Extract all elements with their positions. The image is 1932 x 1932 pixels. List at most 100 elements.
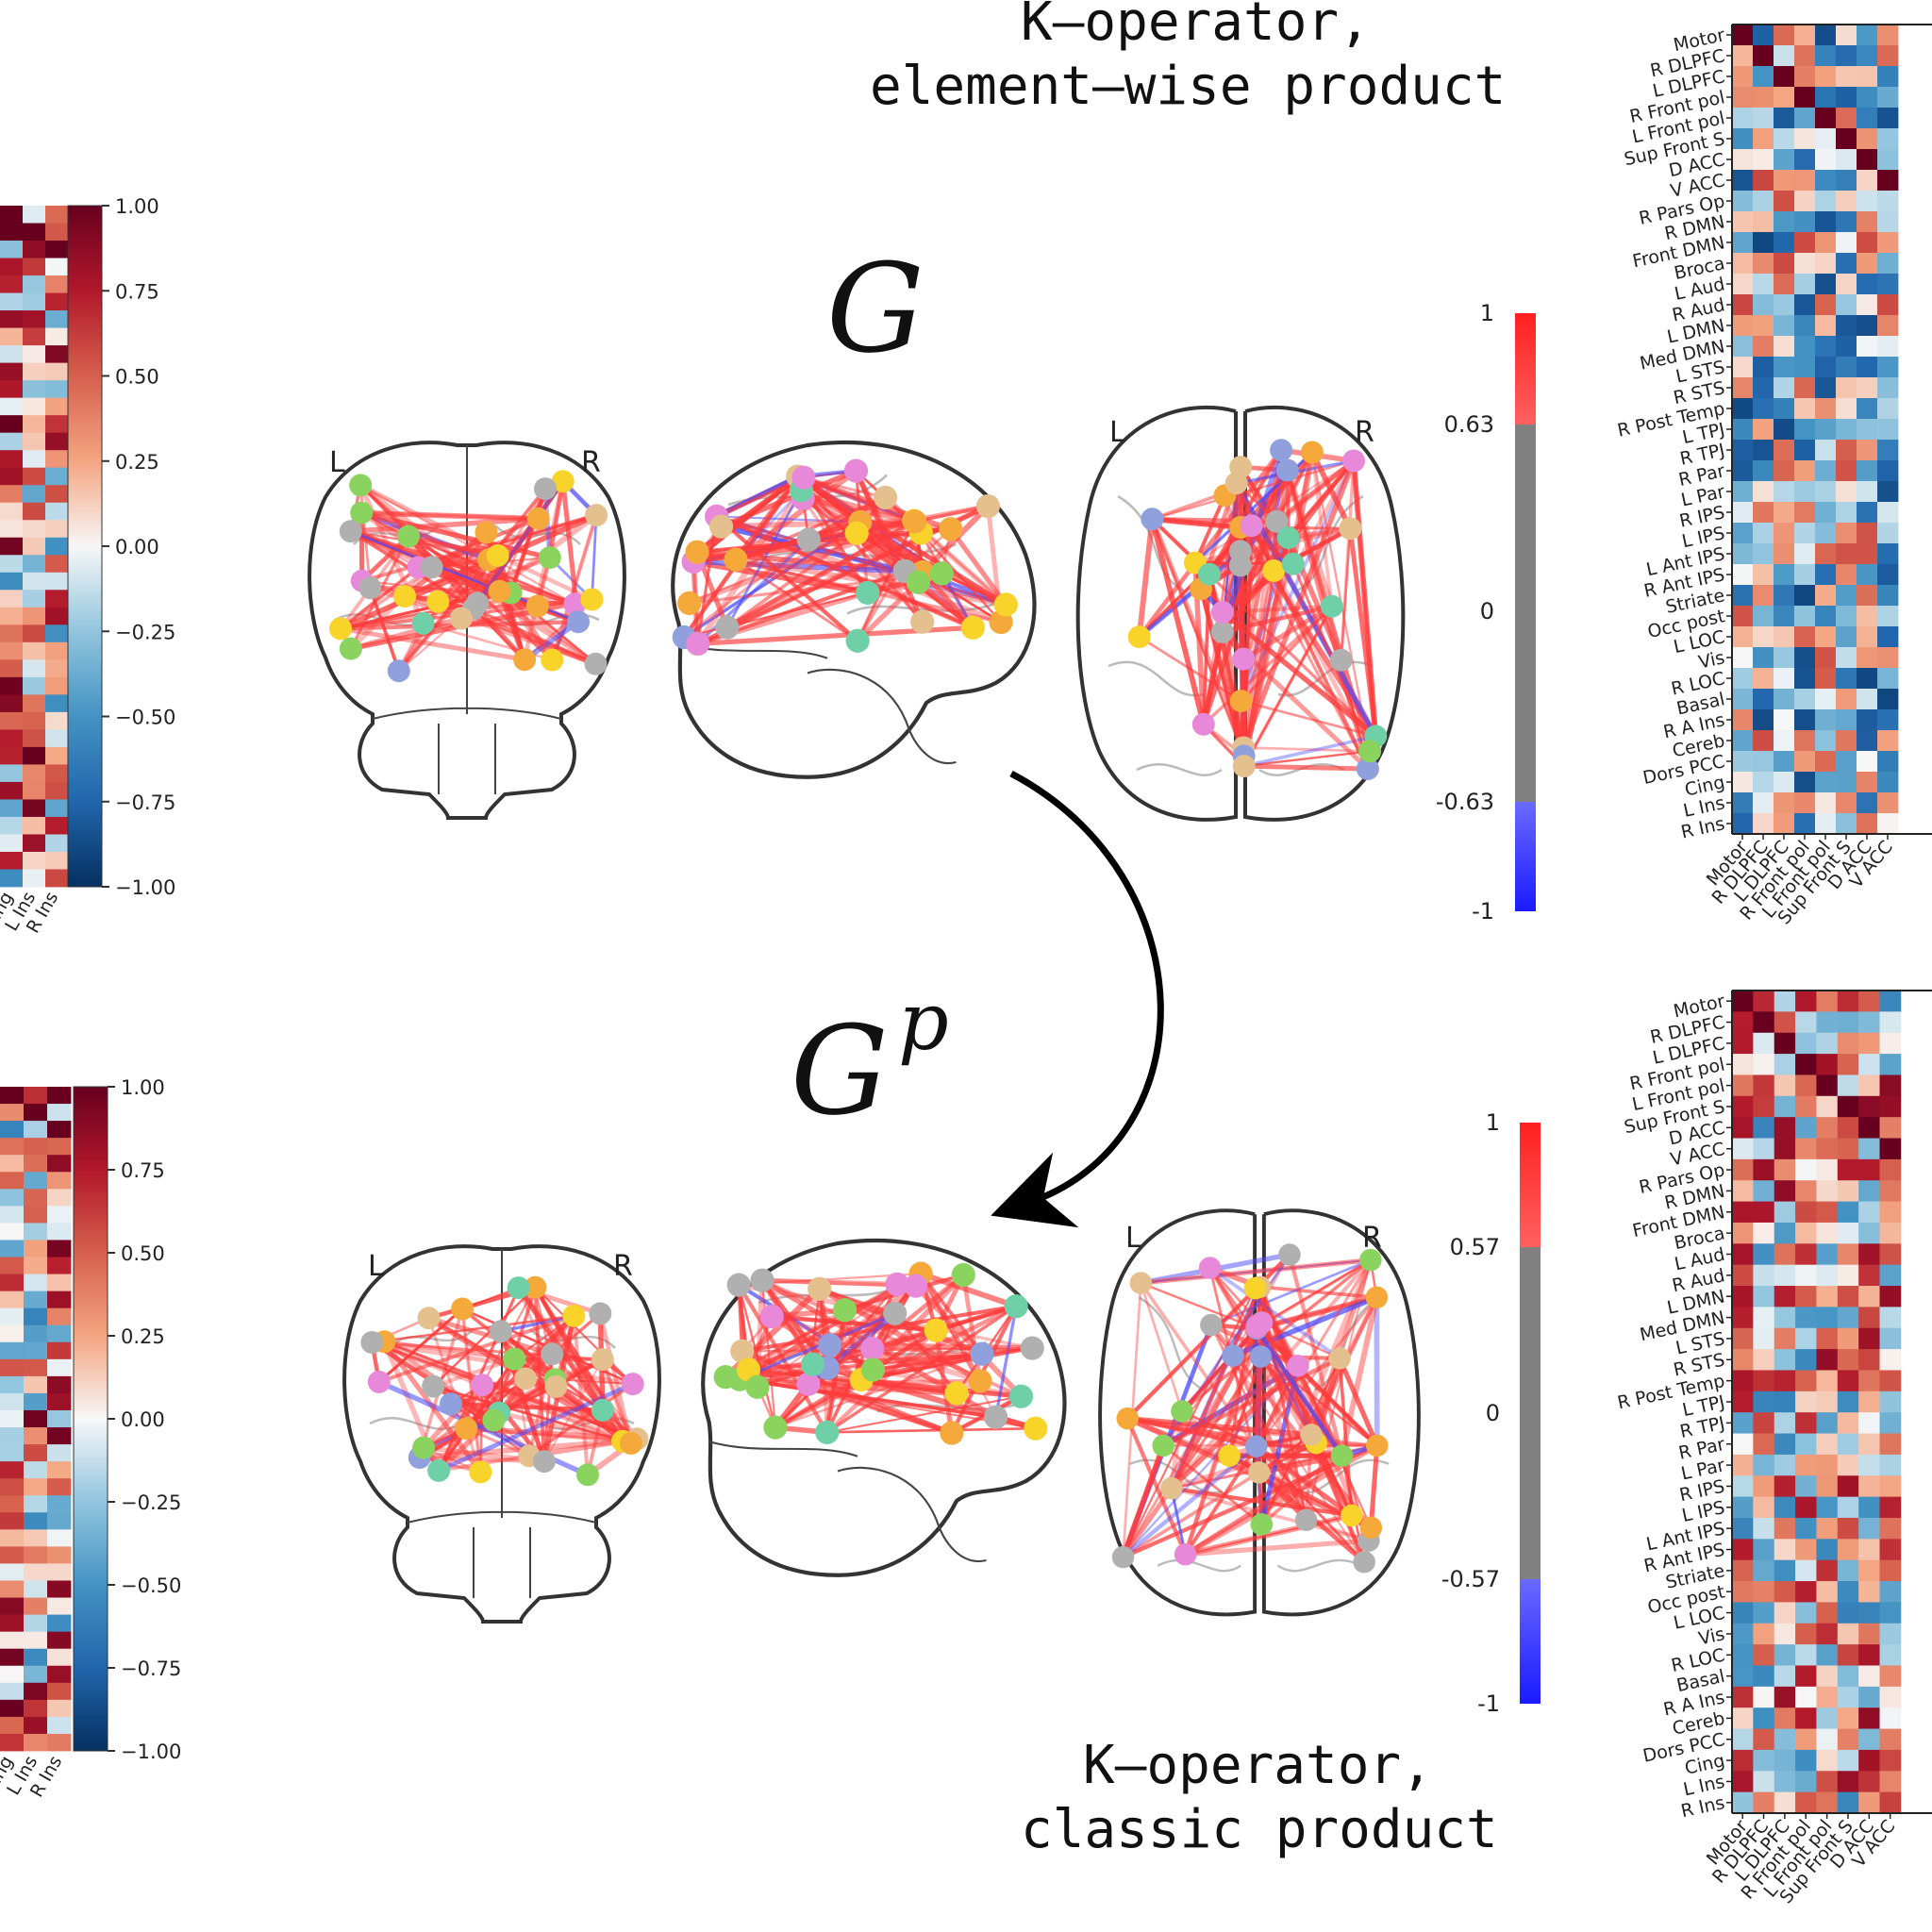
- matrix-cell: [1836, 502, 1857, 524]
- positive-edge: [340, 566, 420, 630]
- positive-edge: [692, 558, 869, 596]
- matrix-cell: [1858, 1011, 1880, 1034]
- matrix-cell: [0, 1240, 25, 1257]
- matrix-cell: [0, 345, 24, 364]
- matrix-cell: [1774, 1201, 1796, 1224]
- matrix-cell: [1857, 647, 1878, 669]
- matrix-cell: [1837, 991, 1859, 1012]
- matrix-cell: [1858, 1074, 1880, 1097]
- matrix-cell: [45, 694, 69, 713]
- matrix-cell: [23, 223, 46, 242]
- matrix-cell: [1816, 1539, 1839, 1561]
- matrix-cell: [1732, 45, 1754, 67]
- matrix-cell: [1836, 751, 1857, 773]
- matrix-cell: [1774, 1602, 1796, 1624]
- matrix-cell: [47, 1614, 72, 1633]
- matrix-cell: [1732, 1264, 1754, 1287]
- matrix-cell: [23, 241, 46, 258]
- positive-edge: [418, 1314, 575, 1459]
- colorbar-tick-label: 1: [1486, 1109, 1500, 1136]
- graph-node: [1232, 647, 1256, 671]
- matrix-cell: [1857, 419, 1878, 441]
- positive-edge: [720, 468, 858, 529]
- matrix-cell: [0, 869, 24, 888]
- matrix-cell: [1877, 460, 1899, 482]
- graph-node: [903, 509, 927, 534]
- matrix-cell: [45, 502, 69, 521]
- caption-bottom-line2: classic product: [1021, 1799, 1498, 1860]
- matrix-cell: [1858, 1644, 1880, 1666]
- matrix-cell: [0, 292, 24, 311]
- matrix-cell: [1857, 626, 1878, 648]
- matrix-cell: [1795, 1728, 1817, 1751]
- matrix-cell: [45, 432, 69, 451]
- matrix-cell: [1857, 128, 1878, 150]
- matrix-cell: [1795, 1623, 1817, 1645]
- matrix-cell: [1836, 709, 1857, 731]
- graph-node: [1129, 1272, 1153, 1294]
- matrix-cell: [1815, 357, 1837, 378]
- matrix-cell: [47, 1104, 72, 1122]
- matrix-cell: [1857, 377, 1878, 399]
- matrix-cell: [23, 694, 46, 713]
- positive-edge: [1340, 528, 1352, 660]
- matrix-cell: [1816, 1749, 1839, 1772]
- positive-edge: [1243, 746, 1371, 753]
- matrix-cell: [0, 1631, 25, 1650]
- graph-gp-colorbar: 1 0.57 0 -0.57 -1: [1441, 1109, 1541, 1717]
- matrix-cell: [1815, 108, 1837, 129]
- positive-edge: [499, 1330, 639, 1441]
- matrix-cell: [1836, 481, 1857, 503]
- colorbar-tick-label: 0.25: [121, 1325, 165, 1348]
- colorbar-tick-label: 0.75: [115, 280, 159, 303]
- matrix-cell: [1794, 440, 1816, 461]
- matrix-cell: [1794, 315, 1816, 337]
- matrix-cell: [1774, 502, 1795, 524]
- matrix-cell: [1879, 1496, 1902, 1519]
- matrix-cell: [1774, 1771, 1796, 1793]
- matrix-cell: [1858, 1771, 1880, 1793]
- graph-node: [1020, 1336, 1044, 1360]
- positive-edge: [1193, 494, 1227, 564]
- matrix-cell: [1877, 813, 1899, 835]
- matrix-cell: [1877, 481, 1899, 503]
- graph-node: [1222, 1344, 1244, 1367]
- graph-node: [1265, 509, 1289, 533]
- matrix-cell: [0, 1427, 25, 1445]
- matrix-cell: [47, 1529, 72, 1547]
- matrix-cell: [1858, 1496, 1880, 1519]
- positive-edge: [1194, 525, 1351, 566]
- graph-node: [350, 501, 374, 525]
- matrix-cell: [0, 590, 24, 608]
- matrix-cell: [47, 1392, 72, 1411]
- matrix-cell: [1753, 1771, 1775, 1793]
- hemisphere-left-label: L: [1125, 1222, 1141, 1255]
- positive-edge: [359, 483, 499, 558]
- matrix-cell: [1732, 1686, 1754, 1708]
- matrix-cell: [23, 310, 46, 328]
- matrix-cell: [1816, 1201, 1839, 1224]
- matrix-cell: [1774, 1180, 1796, 1202]
- brain-outline: [1075, 405, 1406, 822]
- matrix-cell: [1732, 543, 1754, 565]
- graph-node: [1339, 517, 1362, 541]
- matrix-cell: [1774, 1264, 1796, 1287]
- matrix-cell: [23, 781, 46, 800]
- positive-edge: [1241, 699, 1376, 738]
- matrix-cell: [1877, 502, 1899, 524]
- graph-node: [488, 579, 511, 603]
- graph-node: [1320, 594, 1343, 618]
- matrix-cell: [1795, 1117, 1817, 1139]
- matrix-cell: [1816, 1665, 1839, 1688]
- matrix-cell: [1794, 128, 1816, 150]
- graph-node: [585, 504, 608, 527]
- matrix-cell: [0, 1716, 25, 1735]
- matrix-cell: [1795, 1095, 1817, 1118]
- matrix-cell: [1858, 1307, 1880, 1329]
- graph-node: [924, 1318, 948, 1342]
- matrix-cell: [1794, 751, 1816, 773]
- matrix-cell: [1836, 772, 1857, 793]
- positive-edge: [715, 514, 859, 642]
- matrix-cell: [1753, 45, 1774, 67]
- matrix-cell: [24, 1597, 48, 1615]
